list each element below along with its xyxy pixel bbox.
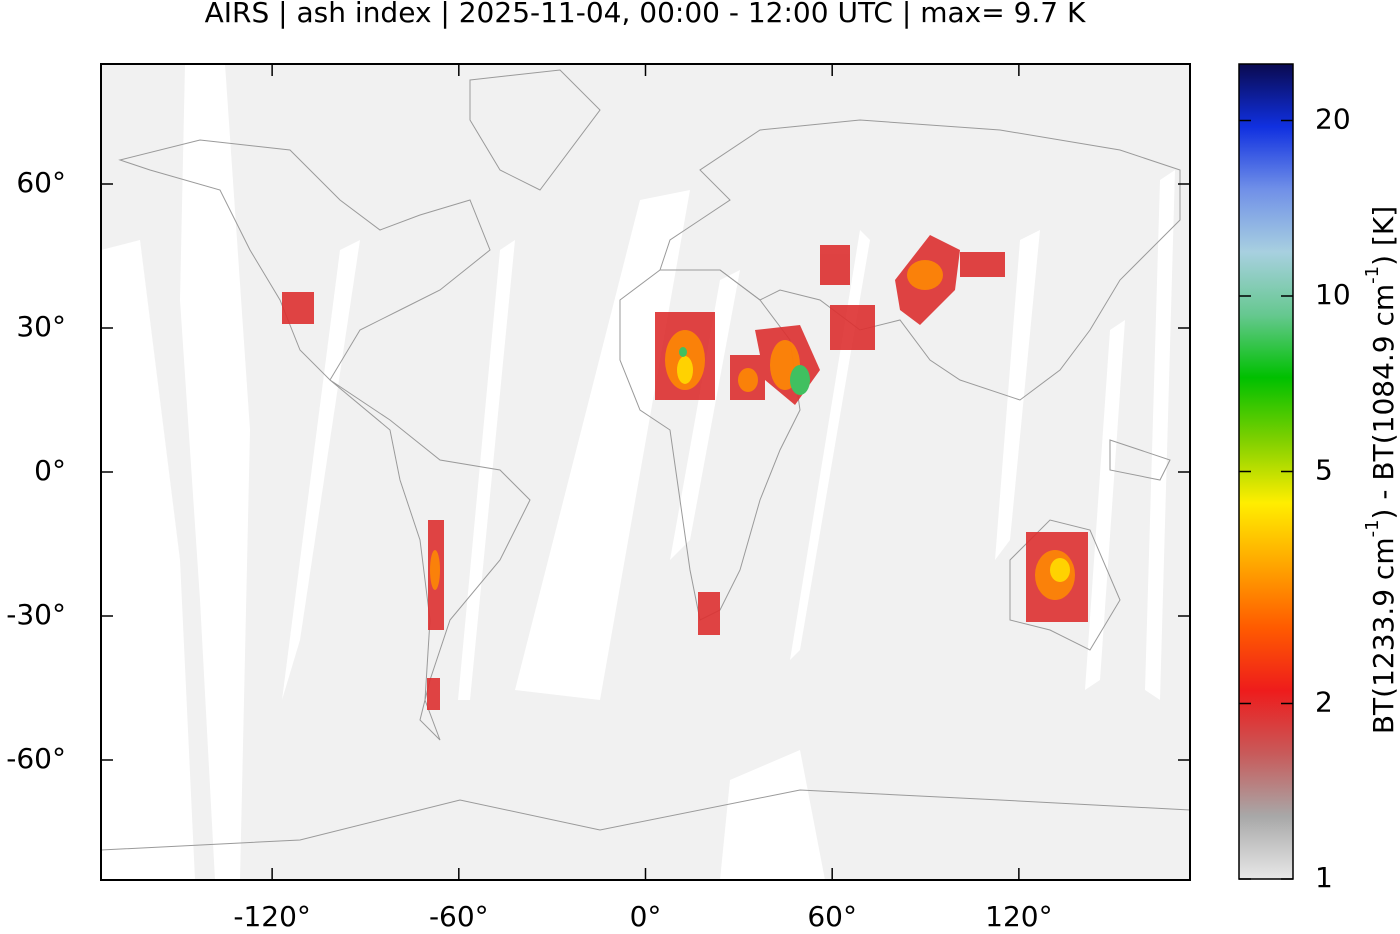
x-tick-label: 0° <box>630 900 662 930</box>
y-tick-label: 30° <box>16 310 66 343</box>
colorbar-label-part: ) - BT(1084.9 cm <box>1367 284 1400 520</box>
colorbar-label-part: ) [K] <box>1367 206 1400 266</box>
ash-signal <box>282 235 1088 710</box>
colorbar-tick-label: 1 <box>1315 861 1333 894</box>
x-tick-label: 120° <box>985 900 1052 930</box>
colorbar-tick-label: 20 <box>1315 102 1351 135</box>
map-background <box>101 64 1190 880</box>
colorbar-label-part: BT(1233.9 cm <box>1367 537 1400 734</box>
y-tick-label: -30° <box>6 598 66 631</box>
colorbar-tick-label: 10 <box>1315 278 1351 311</box>
colorbar-tick-label: 2 <box>1315 685 1333 718</box>
colorbar-tick-label: 5 <box>1315 454 1333 487</box>
y-tick-label: 60° <box>16 166 66 199</box>
x-tick-label: -120° <box>233 900 311 930</box>
colorbar-label: BT(1233.9 cm-1) - BT(1084.9 cm-1) [K] <box>1362 206 1400 734</box>
y-tick-label: 0° <box>34 454 66 487</box>
y-tick-label: -60° <box>6 742 66 775</box>
x-tick-label: -60° <box>429 900 489 930</box>
chart-title: AIRS | ash index | 2025-11-04, 00:00 - 1… <box>205 0 1086 29</box>
colorbar-label-superscript: -1 <box>1362 519 1383 537</box>
swath-gaps <box>101 64 1175 880</box>
map <box>101 64 1190 880</box>
colorbar-label-superscript: -1 <box>1362 266 1383 284</box>
x-tick-label: 60° <box>807 900 857 930</box>
